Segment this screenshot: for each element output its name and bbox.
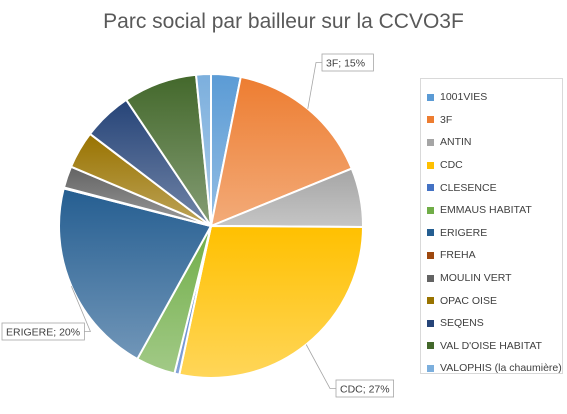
legend-item: 3F (427, 109, 556, 132)
legend-label: VALOPHIS (la chaumière) (440, 362, 562, 375)
legend-label: CDC (440, 159, 463, 172)
legend-label: VAL D'OISE HABITAT (440, 339, 542, 352)
legend-swatch (427, 93, 434, 101)
data-label-box (1, 322, 85, 341)
legend-swatch (427, 161, 434, 169)
legend-swatch (427, 206, 434, 214)
legend-label: 3F (440, 113, 453, 126)
data-label-text: ERIGERE; 20% (6, 327, 80, 339)
data-label-3f: 3F; 15% (307, 53, 374, 109)
pie-slice-3f (209, 75, 354, 228)
legend-swatch (427, 251, 434, 259)
leader-line (305, 344, 336, 389)
legend-swatch (427, 364, 434, 372)
chart-legend: 1001VIES 3F ANTIN CDC CLESENCE EMMAUS HABITAT… (420, 78, 563, 374)
data-label-text: 3F; 15% (326, 58, 365, 70)
legend-swatch (427, 297, 434, 305)
legend-item: SEQENS (427, 312, 556, 335)
legend-swatch (427, 342, 434, 350)
legend-label: FREHA (440, 249, 476, 262)
legend-item: OPAC OISE (427, 289, 556, 312)
legend-label: SEQENS (440, 317, 484, 330)
legend-swatch (427, 184, 434, 192)
legend-label: EMMAUS HABITAT (440, 204, 532, 217)
legend-item: MOULIN VERT (427, 267, 556, 290)
legend-swatch (427, 274, 434, 282)
legend-label: MOULIN VERT (440, 272, 512, 285)
data-label-cdc: CDC; 27% (305, 344, 394, 398)
leader-line (71, 286, 92, 332)
legend-item: FREHA (427, 244, 556, 267)
legend-label: ERIGERE (440, 226, 488, 239)
legend-label: OPAC OISE (440, 294, 497, 307)
legend-swatch (427, 319, 434, 327)
legend-swatch (427, 116, 434, 124)
pie-slice-cdc (178, 224, 365, 379)
legend-label: ANTIN (440, 136, 472, 149)
legend-item: ERIGERE (427, 222, 556, 245)
legend-item: VAL D'OISE HABITAT (427, 335, 556, 358)
legend-swatch (427, 229, 434, 237)
legend-item: CDC (427, 154, 556, 177)
legend-item: VALOPHIS (la chaumière) (427, 357, 562, 380)
data-label-text: CDC; 27% (340, 384, 390, 396)
legend-label: CLESENCE (440, 181, 497, 194)
data-label-box (335, 379, 394, 398)
leader-line (307, 62, 322, 109)
data-label-erigere: ERIGERE; 20% (1, 286, 92, 341)
data-label-box (321, 53, 374, 72)
chart-title: Parc social par bailleur sur la CCVO3F (103, 10, 464, 33)
legend-item: 1001VIES (427, 86, 556, 109)
legend-label: 1001VIES (440, 91, 488, 104)
legend-item: ANTIN (427, 131, 556, 154)
pie-slice-valophis-la-chaumi-re (194, 72, 212, 227)
legend-swatch (427, 138, 434, 146)
legend-item: EMMAUS HABITAT (427, 199, 556, 222)
legend-item: CLESENCE (427, 176, 556, 199)
